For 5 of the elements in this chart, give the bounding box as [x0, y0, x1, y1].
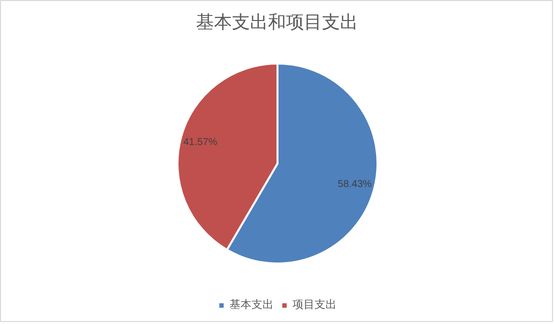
legend-label: 基本支出	[230, 297, 274, 312]
legend-label: 项目支出	[292, 297, 336, 312]
data-label: 58.43%	[338, 178, 372, 190]
chart-title: 基本支出和项目支出	[196, 12, 358, 33]
data-label: 41.57%	[183, 137, 218, 148]
